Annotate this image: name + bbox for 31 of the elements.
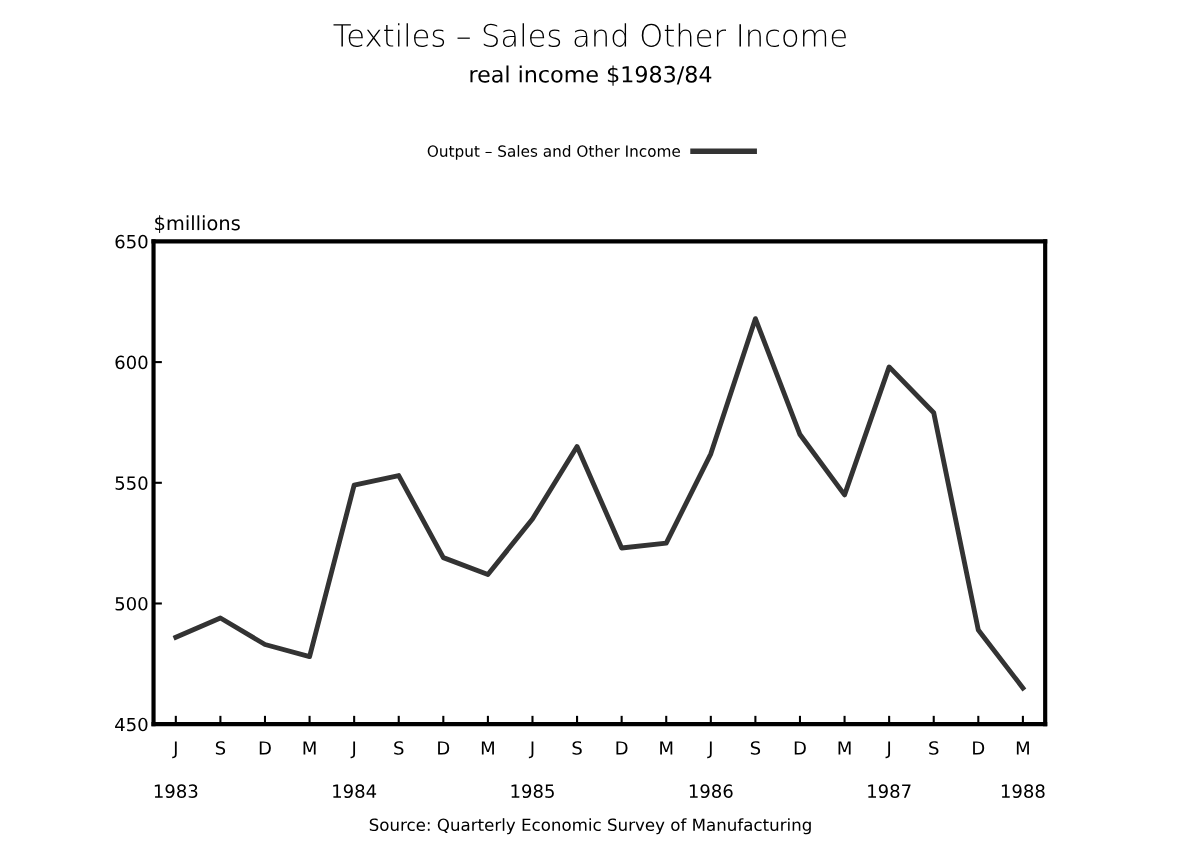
x-tick-label: M — [303, 741, 316, 755]
chart-title: Textiles – Sales and Other Income — [333, 23, 846, 48]
chart-subtitle: real income $1983/84 — [470, 65, 712, 86]
x-tick-label: S — [215, 741, 226, 755]
line-series — [173, 316, 1026, 691]
category-label: J 1987 — [868, 741, 911, 799]
x-tick-label: M — [838, 741, 851, 755]
x-tick-label: M — [660, 741, 673, 755]
x-tick-label: S — [394, 741, 404, 755]
source-note: Source: Quarterly Economic Survey of Manufacturing — [369, 818, 811, 835]
y-tick-label: 550 — [115, 476, 148, 490]
category-label: J 1986 — [689, 741, 733, 799]
x-tick-label: D — [616, 741, 628, 755]
x-tick-label: S — [929, 741, 939, 755]
y-tick-label: 450 — [115, 717, 148, 732]
category-label: M 1988 — [1001, 741, 1045, 799]
y-tick-label: 600 — [115, 355, 148, 370]
y-tick-label: 650 — [115, 234, 148, 249]
y-axis-title: $millions — [155, 215, 240, 233]
x-tick-label: D — [973, 741, 985, 755]
x-tick-label: M — [481, 741, 494, 755]
category-label: J 1983 — [154, 741, 198, 799]
x-tick-label: S — [750, 741, 761, 755]
category-label: J 1985 — [511, 741, 554, 799]
category-label: J 1984 — [333, 741, 377, 799]
x-tick-label: D — [794, 741, 806, 755]
legend-label: Output – Sales and Other Income — [427, 145, 681, 160]
y-tick-label: 500 — [115, 596, 148, 611]
x-tick-label: D — [259, 741, 271, 755]
x-tick-label: D — [438, 741, 450, 755]
x-tick-label: S — [572, 741, 582, 755]
